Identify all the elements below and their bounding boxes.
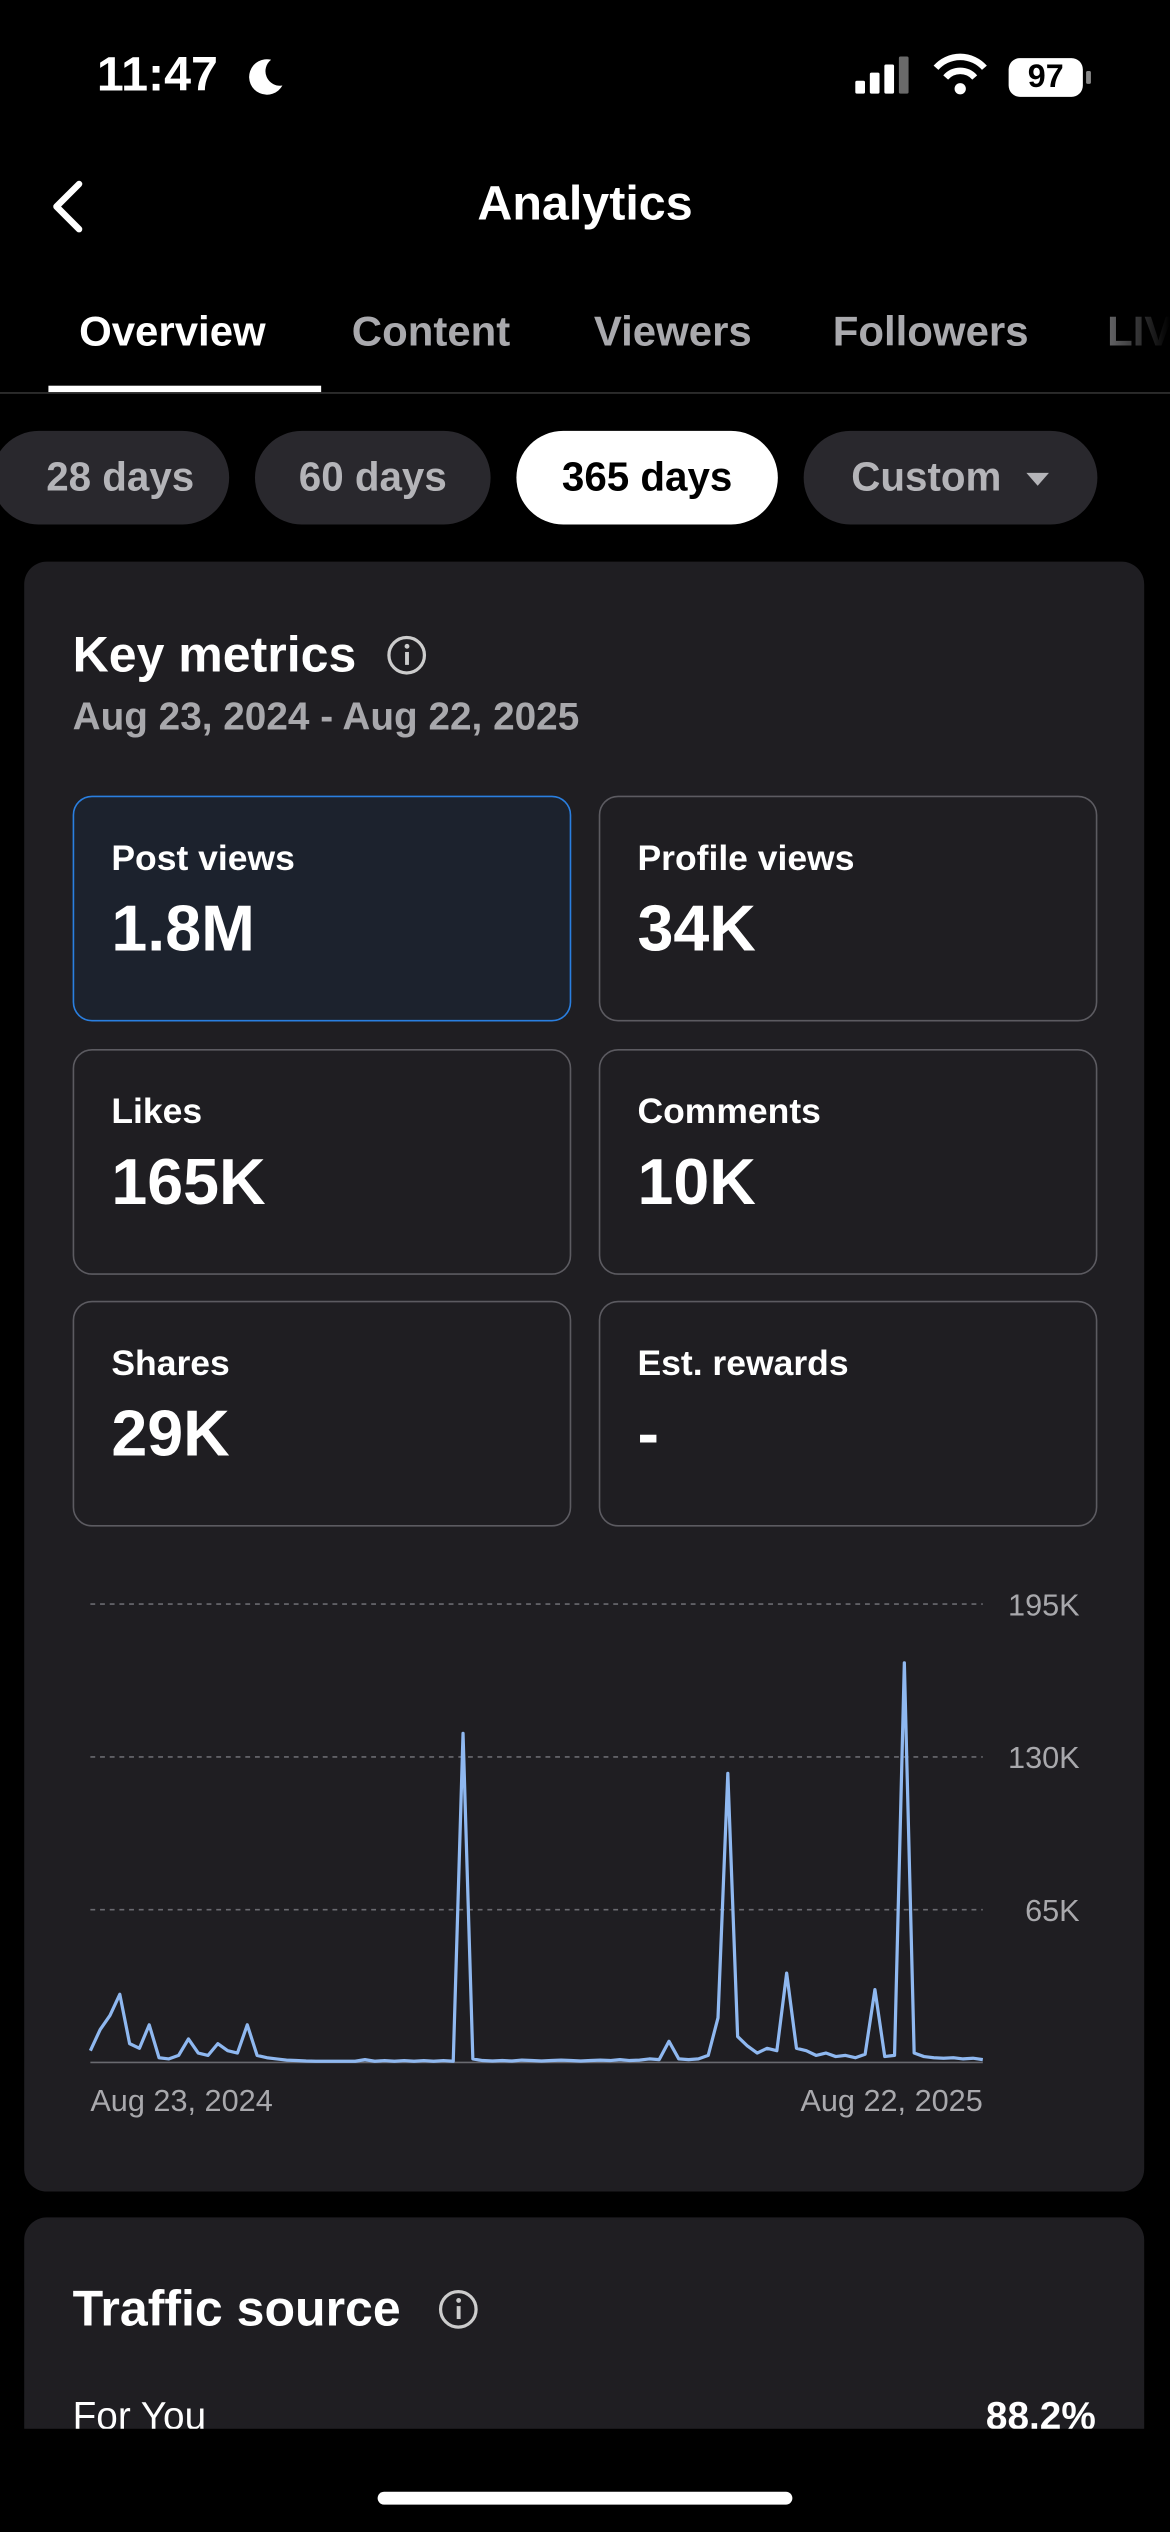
tab-fade: [1065, 290, 1170, 380]
metric-card[interactable]: Est. rewards -: [598, 1300, 1098, 1527]
divider: [0, 392, 1170, 394]
x-tick-label: Aug 22, 2025: [800, 2084, 982, 2118]
metric-value: 10K: [637, 1146, 756, 1218]
info-icon[interactable]: [437, 2288, 479, 2330]
status-time: 11:47: [96, 48, 218, 102]
tab[interactable]: Content: [351, 306, 511, 356]
metric-label: Comments: [637, 1090, 821, 1131]
range-label: 28 days: [46, 454, 195, 500]
section-title: Key metrics: [72, 626, 357, 683]
x-tick-label: Aug 23, 2024: [90, 2084, 272, 2118]
home-indicator: [377, 2491, 793, 2505]
metric-label: Shares: [111, 1342, 230, 1384]
range-label: 60 days: [298, 454, 447, 500]
metric-card[interactable]: Comments 10K: [598, 1048, 1098, 1275]
metric-value: 29K: [111, 1399, 230, 1471]
metric-value: 34K: [637, 894, 756, 966]
back-button[interactable]: [45, 178, 93, 239]
tab[interactable]: Overview: [79, 306, 266, 356]
data-line: [88, 1661, 984, 2063]
metric-label: Post views: [111, 837, 295, 878]
section-title: Traffic source: [72, 2280, 401, 2337]
header-title: Analytics: [477, 177, 693, 231]
metric-value: 165K: [111, 1146, 266, 1218]
tab[interactable]: Followers: [832, 306, 1029, 356]
y-tick-label: 65K: [1025, 1894, 1080, 1928]
tab-underline: [48, 385, 322, 393]
metric-value: 1.8M: [111, 894, 255, 966]
metric-value: -: [637, 1399, 659, 1471]
tab[interactable]: Viewers: [593, 306, 752, 356]
range-label: Custom: [851, 454, 1002, 500]
bottom-bar: [0, 2428, 1170, 2532]
range-pill[interactable]: 365 days: [516, 430, 778, 525]
status-icons: [855, 53, 1091, 97]
metric-card[interactable]: Likes 165K: [72, 1048, 572, 1275]
date-range: Aug 23, 2024 - Aug 22, 2025: [72, 695, 580, 740]
dropdown-arrow: [1026, 472, 1049, 486]
metric-label: Est. rewards: [637, 1342, 849, 1384]
key-metrics-card: Key metrics Aug 23, 2024 - Aug 22, 2025 …: [24, 561, 1145, 2192]
range-pill[interactable]: Custom: [803, 430, 1098, 525]
moon-icon: [249, 59, 283, 95]
metric-label: Likes: [111, 1090, 203, 1131]
range-pill[interactable]: 60 days: [254, 430, 491, 525]
metric-card[interactable]: Shares 29K: [72, 1300, 572, 1527]
line-chart: 65K 130K 195K Aug 23, 2024 Aug 22, 2025: [88, 1588, 1080, 2118]
range-pill[interactable]: 28 days: [0, 430, 230, 525]
info-icon[interactable]: [386, 634, 428, 676]
y-tick-label: 195K: [1008, 1588, 1080, 1622]
metric-label: Profile views: [637, 837, 855, 878]
metric-card[interactable]: Post views 1.8M: [72, 795, 572, 1022]
metric-card[interactable]: Profile views 34K: [598, 795, 1098, 1022]
range-label: 365 days: [561, 454, 733, 500]
y-tick-label: 130K: [1008, 1741, 1080, 1775]
battery-level: 97: [1027, 59, 1064, 96]
